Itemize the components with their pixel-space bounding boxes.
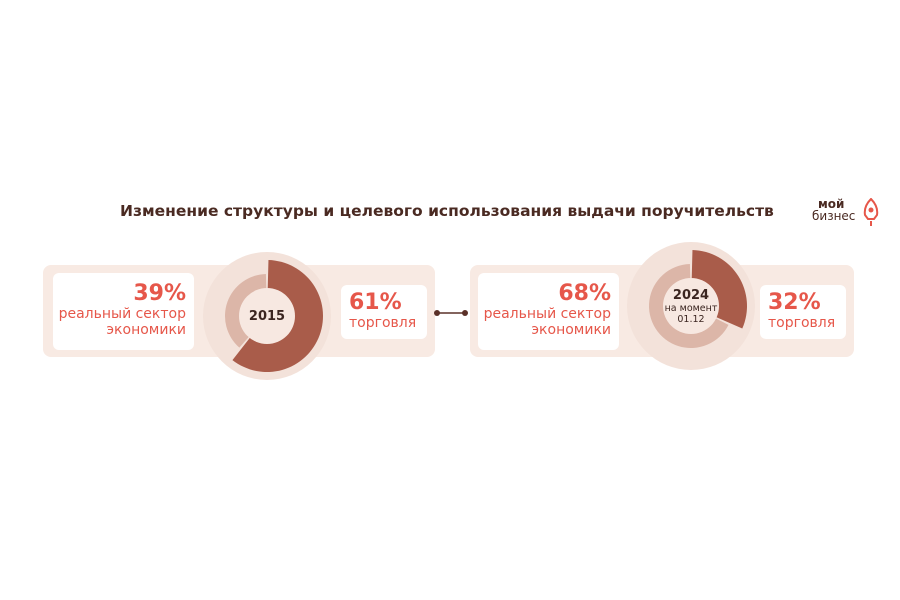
label-2024-real-sector-1: реальный сектор <box>483 306 611 322</box>
rocket-logo-icon <box>863 198 879 226</box>
donut-hole-0 <box>239 288 295 344</box>
subtitle-2024-line-2: 01.12 <box>677 313 705 325</box>
label-2024-trade: торговля <box>768 315 836 331</box>
pct-2024-trade: 32% <box>768 290 821 315</box>
card-2015-real-sector: 39% реальный сектор экономики <box>53 273 194 350</box>
donut-hole-1 <box>663 278 719 334</box>
card-2024-real-sector: 68% реальный сектор экономики <box>478 273 619 350</box>
donut-svg-2015 <box>203 252 331 380</box>
logo-line-2: бизнес <box>812 209 856 223</box>
donut-center-2015: 2015 <box>202 251 332 381</box>
card-2024-trade: 32% торговля <box>760 285 846 339</box>
donut-svg-2024 <box>627 242 755 370</box>
year-label-2015: 2015 <box>248 308 286 324</box>
label-2015-real-sector-2: экономики <box>106 322 186 338</box>
brand-logo: мой бизнес <box>812 198 882 232</box>
donut-slice-1-1 <box>691 250 747 329</box>
pct-2015-trade: 61% <box>349 290 402 315</box>
year-label-2024: 2024 <box>672 287 710 303</box>
donut-chart-2015: 2015 <box>202 251 332 381</box>
chart-title: Изменение структуры и целевого использов… <box>120 202 774 220</box>
donut-center-2024: 2024 на момент 01.12 <box>626 241 756 371</box>
label-2015-trade: торговля <box>349 315 417 331</box>
label-2015-real-sector-1: реальный сектор <box>58 306 186 322</box>
pct-2024-real-sector: 68% <box>558 281 611 306</box>
card-2015-trade: 61% торговля <box>341 285 427 339</box>
subtitle-2024-line-1: на момент <box>664 302 718 314</box>
donut-slice-0-1 <box>232 260 323 372</box>
connector-line <box>434 310 468 316</box>
donut-chart-2024: 2024 на момент 01.12 <box>626 241 756 371</box>
logo-line-1: мой <box>818 197 845 211</box>
pct-2015-real-sector: 39% <box>133 281 186 306</box>
label-2024-real-sector-2: экономики <box>531 322 611 338</box>
